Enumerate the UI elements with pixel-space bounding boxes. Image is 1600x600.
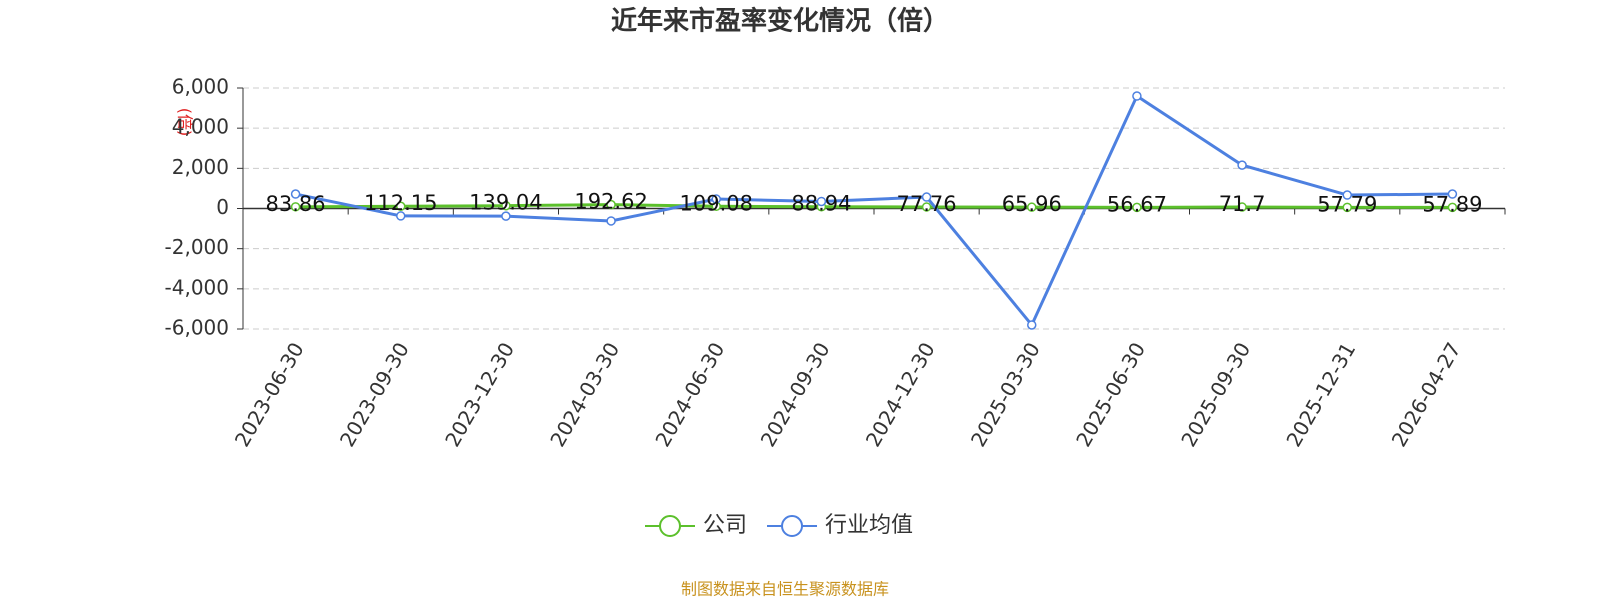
source-note: 制图数据来自恒生聚源数据库 [681, 580, 889, 599]
data-point [1132, 91, 1142, 101]
x-tick-label: 2025-12-31 [1281, 338, 1360, 451]
data-point [1342, 190, 1352, 200]
data-point [396, 201, 406, 211]
data-point [606, 216, 616, 226]
data-point [921, 202, 932, 212]
data-label: 71.7 [1219, 192, 1266, 216]
data-point [290, 189, 301, 199]
y-tick-label: -2,000 [165, 235, 229, 259]
x-tick-label: 2024-12-30 [861, 338, 940, 451]
data-point [396, 211, 406, 221]
y-tick-label: -4,000 [165, 275, 229, 299]
legend-label: 公司 [703, 513, 747, 538]
legend-marker [659, 515, 681, 537]
series-line [295, 93, 1453, 328]
y-tick-label: 2,000 [172, 155, 229, 179]
data-point [501, 211, 511, 221]
legend-marker [781, 515, 804, 537]
data-point [1237, 202, 1247, 212]
data-point [501, 200, 511, 211]
x-tick-label: 2026-04-27 [1387, 338, 1466, 451]
y-tick-label: 6,000 [172, 75, 229, 99]
data-label: 88.94 [791, 192, 851, 216]
data-label: 192.62 [574, 190, 647, 214]
x-tick-label: 2025-03-30 [966, 338, 1045, 451]
series-line [295, 203, 1453, 209]
data-label: 109.08 [680, 191, 753, 215]
y-tick-label: 0 [216, 195, 229, 219]
data-label: 57.89 [1422, 192, 1482, 216]
data-label: 112.15 [364, 191, 437, 215]
x-tick-label: 2024-03-30 [545, 338, 624, 451]
x-tick-label: 2023-06-30 [230, 338, 309, 451]
y-tick-label: -6,000 [165, 316, 229, 340]
data-point [816, 196, 827, 207]
data-label: 57.79 [1317, 192, 1377, 216]
data-point [606, 199, 616, 210]
data-label: 83.86 [266, 192, 326, 216]
x-tick-label: 2023-12-30 [440, 338, 519, 451]
y-axis-label: (倍) [176, 108, 195, 137]
data-label: 77.76 [897, 192, 957, 216]
data-point [1132, 202, 1142, 213]
data-point [1027, 320, 1037, 330]
data-point [711, 194, 721, 204]
x-tick-label: 2024-06-30 [650, 338, 729, 451]
x-tick-label: 2023-09-30 [335, 338, 414, 451]
data-point [1447, 189, 1458, 199]
data-point [1027, 202, 1037, 212]
data-label: 65.96 [1002, 192, 1062, 216]
data-label: 56.67 [1107, 192, 1167, 216]
data-label: 139.04 [469, 191, 542, 215]
x-tick-label: 2024-09-30 [756, 338, 835, 451]
x-tick-label: 2025-06-30 [1071, 338, 1150, 451]
x-tick-label: 2025-09-30 [1176, 338, 1255, 451]
data-point [290, 202, 301, 212]
data-point [921, 192, 932, 202]
data-point [1447, 202, 1458, 213]
legend-label: 行业均值 [825, 513, 913, 538]
chart-title: 近年来市盈率变化情况（倍） [611, 6, 949, 37]
data-point [1342, 202, 1352, 213]
data-point [1237, 160, 1247, 170]
y-tick-label: 4,000 [172, 115, 229, 139]
